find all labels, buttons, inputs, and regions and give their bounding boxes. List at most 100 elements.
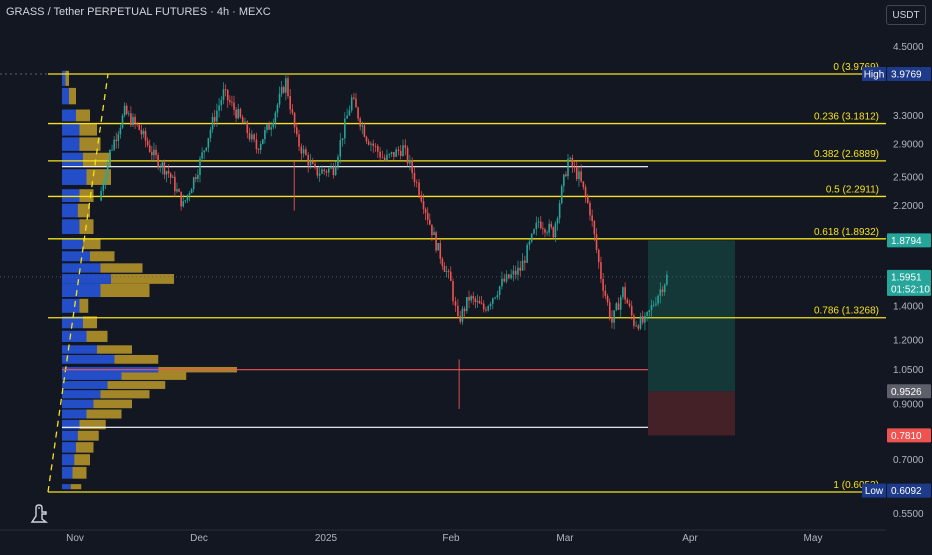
volume-profile-bar-down [90, 251, 115, 262]
price-axis-tick-label: 0.7000 [893, 455, 924, 466]
candle-body [472, 296, 475, 299]
candle-body [264, 130, 266, 140]
price-axis-tick-label: 0.5500 [893, 509, 924, 520]
candle-body [251, 134, 253, 140]
price-axis-tick-label: 1.2000 [893, 336, 924, 347]
candle-body [121, 115, 124, 128]
candle-body [429, 219, 431, 225]
volume-profile-bar-down [83, 316, 97, 329]
candle-body [530, 233, 533, 242]
candle-body [282, 87, 285, 93]
candle-body [441, 258, 444, 266]
candle-body [268, 124, 270, 130]
candle-body [197, 175, 199, 179]
candle-body [661, 289, 664, 292]
candle-body [239, 108, 242, 118]
tradingview-logo-icon[interactable] [28, 502, 52, 526]
candle-body [494, 297, 496, 299]
price-label-value: 0.6092 [891, 486, 922, 497]
volume-profile-bar-up [62, 419, 80, 430]
candle-body [431, 224, 433, 236]
candle-body [487, 306, 490, 311]
price-label-tag [862, 483, 886, 498]
candle-body [161, 162, 164, 167]
candle-body [466, 296, 468, 312]
candle-body [355, 98, 357, 108]
candle-body [491, 298, 494, 304]
candle-body [573, 166, 576, 168]
candle-body [402, 145, 404, 157]
candle-body [163, 162, 166, 175]
candle-body [602, 278, 604, 291]
candle-body [325, 171, 328, 173]
candle-body [461, 308, 464, 322]
currency-button[interactable]: USDT [886, 5, 926, 25]
candle-body [171, 176, 174, 178]
volume-profile-bar-down [107, 381, 166, 389]
price-label-box [887, 428, 931, 443]
candle-body [422, 201, 425, 210]
candle-body [554, 223, 557, 238]
candle-body [211, 116, 214, 130]
candle-body [443, 265, 446, 272]
candle-body [220, 100, 223, 106]
candle-body [617, 303, 620, 310]
candle-body [533, 229, 535, 234]
candle-body [337, 156, 339, 167]
candle-body [567, 158, 569, 177]
volume-profile-bar-up [62, 409, 87, 419]
candle-body [395, 149, 397, 157]
candle-body [339, 140, 342, 157]
candle-body [244, 121, 246, 124]
volume-profile-bar-down [114, 354, 159, 364]
volume-profile-bar-down [65, 70, 69, 86]
candle-body [148, 145, 151, 152]
fib-level-label: 0.236 (3.1812) [814, 112, 879, 123]
price-label-badge: High 3.9769 [862, 67, 931, 81]
candle-body [259, 143, 262, 150]
fib-level-label: 0 (3.9769) [833, 62, 879, 73]
volume-profile-bar-down [83, 152, 111, 168]
candle-body [548, 223, 550, 233]
candle-body [457, 305, 459, 317]
candle-body [528, 241, 531, 245]
candle-body [546, 232, 548, 234]
candle-body [123, 105, 126, 116]
candle-body [353, 97, 355, 99]
price-label-tag-text: High [864, 70, 885, 81]
volume-profile-bar-up [62, 203, 78, 218]
candle-body [330, 166, 332, 169]
price-label-value: 1.5951 [891, 272, 922, 283]
candle-body [201, 152, 203, 159]
candle-body [606, 295, 609, 303]
volume-profile-bar-down [100, 283, 150, 298]
candle-body [207, 138, 210, 148]
price-label-box [887, 67, 931, 81]
price-label-box [887, 384, 931, 399]
candle-body [104, 177, 107, 185]
candle-body [226, 89, 229, 101]
candle-body [535, 222, 538, 230]
candle-body [447, 271, 450, 272]
time-axis-tick-label: 2025 [315, 533, 338, 544]
candle-body [311, 161, 314, 164]
candle-body [318, 173, 321, 176]
candle-body [127, 113, 130, 115]
candle-body [652, 304, 655, 306]
candle-body [111, 149, 113, 151]
candle-body [383, 157, 386, 161]
candle-body [203, 150, 205, 153]
candle-body [595, 234, 598, 250]
price-axis-tick-label: 3.3000 [893, 111, 924, 122]
candle-body [377, 146, 379, 152]
candle-body [519, 267, 522, 271]
candle-body [593, 220, 596, 235]
candle-body [386, 154, 388, 161]
candle-body [503, 278, 506, 282]
candle-body [424, 209, 427, 213]
candle-body [182, 201, 185, 207]
candle-body [482, 303, 485, 310]
candle-body [399, 151, 402, 157]
candle-body [321, 169, 323, 174]
